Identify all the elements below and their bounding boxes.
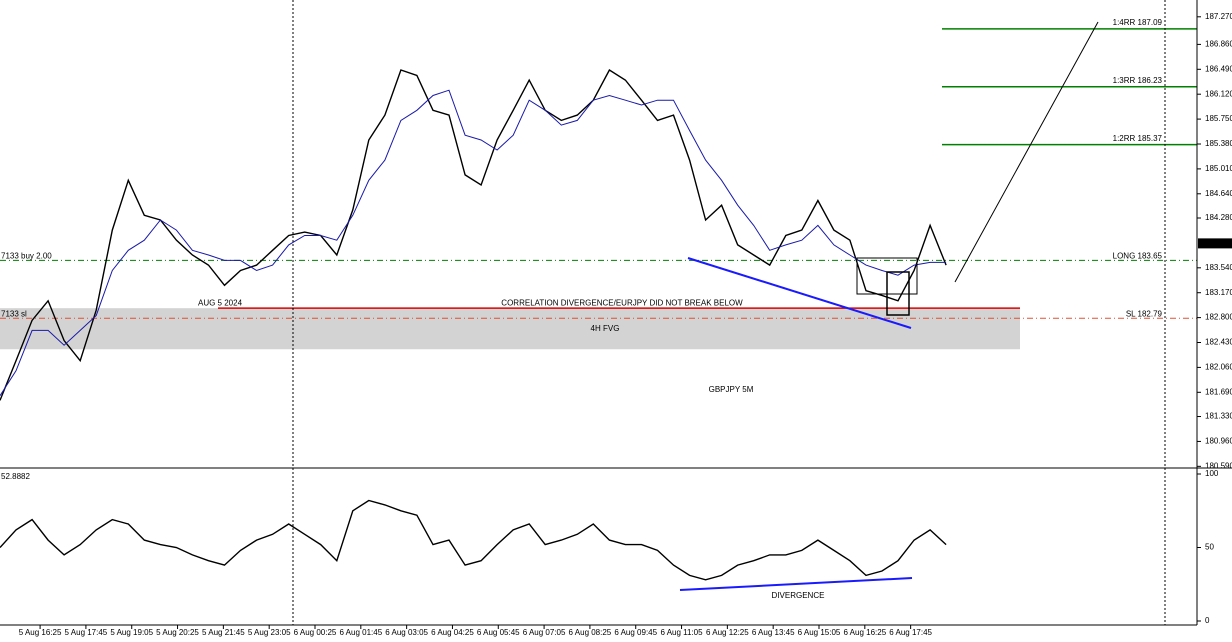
x-tick-label: 6 Aug 00:25 — [294, 628, 337, 637]
y-tick-label: 185.380 — [1205, 139, 1232, 148]
y-tick-label: 186.860 — [1205, 40, 1232, 49]
x-tick-label: 6 Aug 13:45 — [752, 628, 795, 637]
divergence-label: DIVERGENCE — [772, 591, 825, 600]
y-tick-label: 187.270 — [1205, 12, 1232, 21]
x-tick-label: 6 Aug 03:05 — [385, 628, 428, 637]
target-label: 1:4RR 187.09 — [1113, 18, 1163, 27]
y-tick-label: 182.800 — [1205, 313, 1232, 322]
x-tick-label: 6 Aug 04:25 — [431, 628, 474, 637]
y-tick-label: 185.750 — [1205, 114, 1232, 123]
moving-average — [0, 89, 947, 396]
x-tick-label: 6 Aug 01:45 — [339, 628, 382, 637]
stop-tag: 7133 sl — [1, 309, 27, 318]
y-tick-label: 182.430 — [1205, 338, 1232, 347]
x-tick-label: 6 Aug 17:45 — [889, 628, 932, 637]
stop-label: SL 182.79 — [1126, 309, 1163, 318]
x-tick-label: 6 Aug 16:25 — [843, 628, 886, 637]
support-note: CORRELATION DIVERGENCE/EURJPY DID NOT BR… — [501, 298, 743, 307]
fvg-label: 4H FVG — [591, 324, 620, 333]
y-tick-label: 184.640 — [1205, 189, 1232, 198]
fvg-zone — [0, 308, 1020, 350]
y-tick-label: 180.960 — [1205, 437, 1232, 446]
x-tick-label: 5 Aug 17:45 — [65, 628, 108, 637]
chart-title: GBPJPY 5M — [709, 385, 754, 394]
x-tick-label: 6 Aug 08:25 — [569, 628, 612, 637]
projection-line — [954, 21, 1099, 283]
x-tick-label: 5 Aug 21:45 — [202, 628, 245, 637]
trendline — [687, 257, 912, 329]
x-tick-label: 6 Aug 12:25 — [706, 628, 749, 637]
x-tick-label: 5 Aug 19:05 — [110, 628, 153, 637]
y-tick-label: 50 — [1205, 543, 1214, 552]
entry-tag: 7133 buy 2.00 — [1, 252, 52, 261]
x-tick-label: 6 Aug 07:05 — [523, 628, 566, 637]
x-tick-label: 6 Aug 05:45 — [477, 628, 520, 637]
y-tick-label: 100 — [1205, 469, 1219, 478]
x-tick-label: 5 Aug 20:25 — [156, 628, 199, 637]
x-tick-label: 5 Aug 23:05 — [248, 628, 291, 637]
x-tick-label: 6 Aug 11:05 — [660, 628, 703, 637]
structure-box — [886, 271, 910, 316]
indicator-value: 52.8882 — [1, 472, 30, 481]
current-price-label: 183.903 — [1203, 238, 1232, 247]
entry-label: LONG 183.65 — [1113, 252, 1163, 261]
y-tick-label: 180.590 — [1205, 461, 1232, 470]
y-tick-label: 181.330 — [1205, 412, 1232, 421]
y-tick-label: 182.060 — [1205, 363, 1232, 372]
data-line — [0, 69, 947, 401]
y-tick-label: 184.280 — [1205, 213, 1232, 222]
x-tick-label: 6 Aug 09:45 — [614, 628, 657, 637]
current-price-tag — [1198, 238, 1232, 249]
y-tick-label: 183.540 — [1205, 263, 1232, 272]
target-label: 1:2RR 185.37 — [1113, 134, 1163, 143]
data-line — [0, 499, 947, 581]
y-tick-label: 186.490 — [1205, 64, 1232, 73]
y-tick-label: 183.170 — [1205, 288, 1232, 297]
y-tick-label: 0 — [1205, 616, 1210, 625]
x-tick-label: 5 Aug 16:25 — [19, 628, 62, 637]
y-tick-label: 181.690 — [1205, 387, 1232, 396]
divergence-line — [679, 577, 913, 591]
y-tick-label: 185.010 — [1205, 164, 1232, 173]
x-tick-label: 6 Aug 15:05 — [798, 628, 841, 637]
y-tick-label: 186.120 — [1205, 89, 1232, 98]
support-label: AUG 5 2024 — [198, 298, 243, 307]
plot-area: 4H FVG AUG 5 2024 CORRELATION DIVERGENCE/E… — [0, 18, 1197, 581]
target-label: 1:3RR 186.23 — [1113, 76, 1163, 85]
